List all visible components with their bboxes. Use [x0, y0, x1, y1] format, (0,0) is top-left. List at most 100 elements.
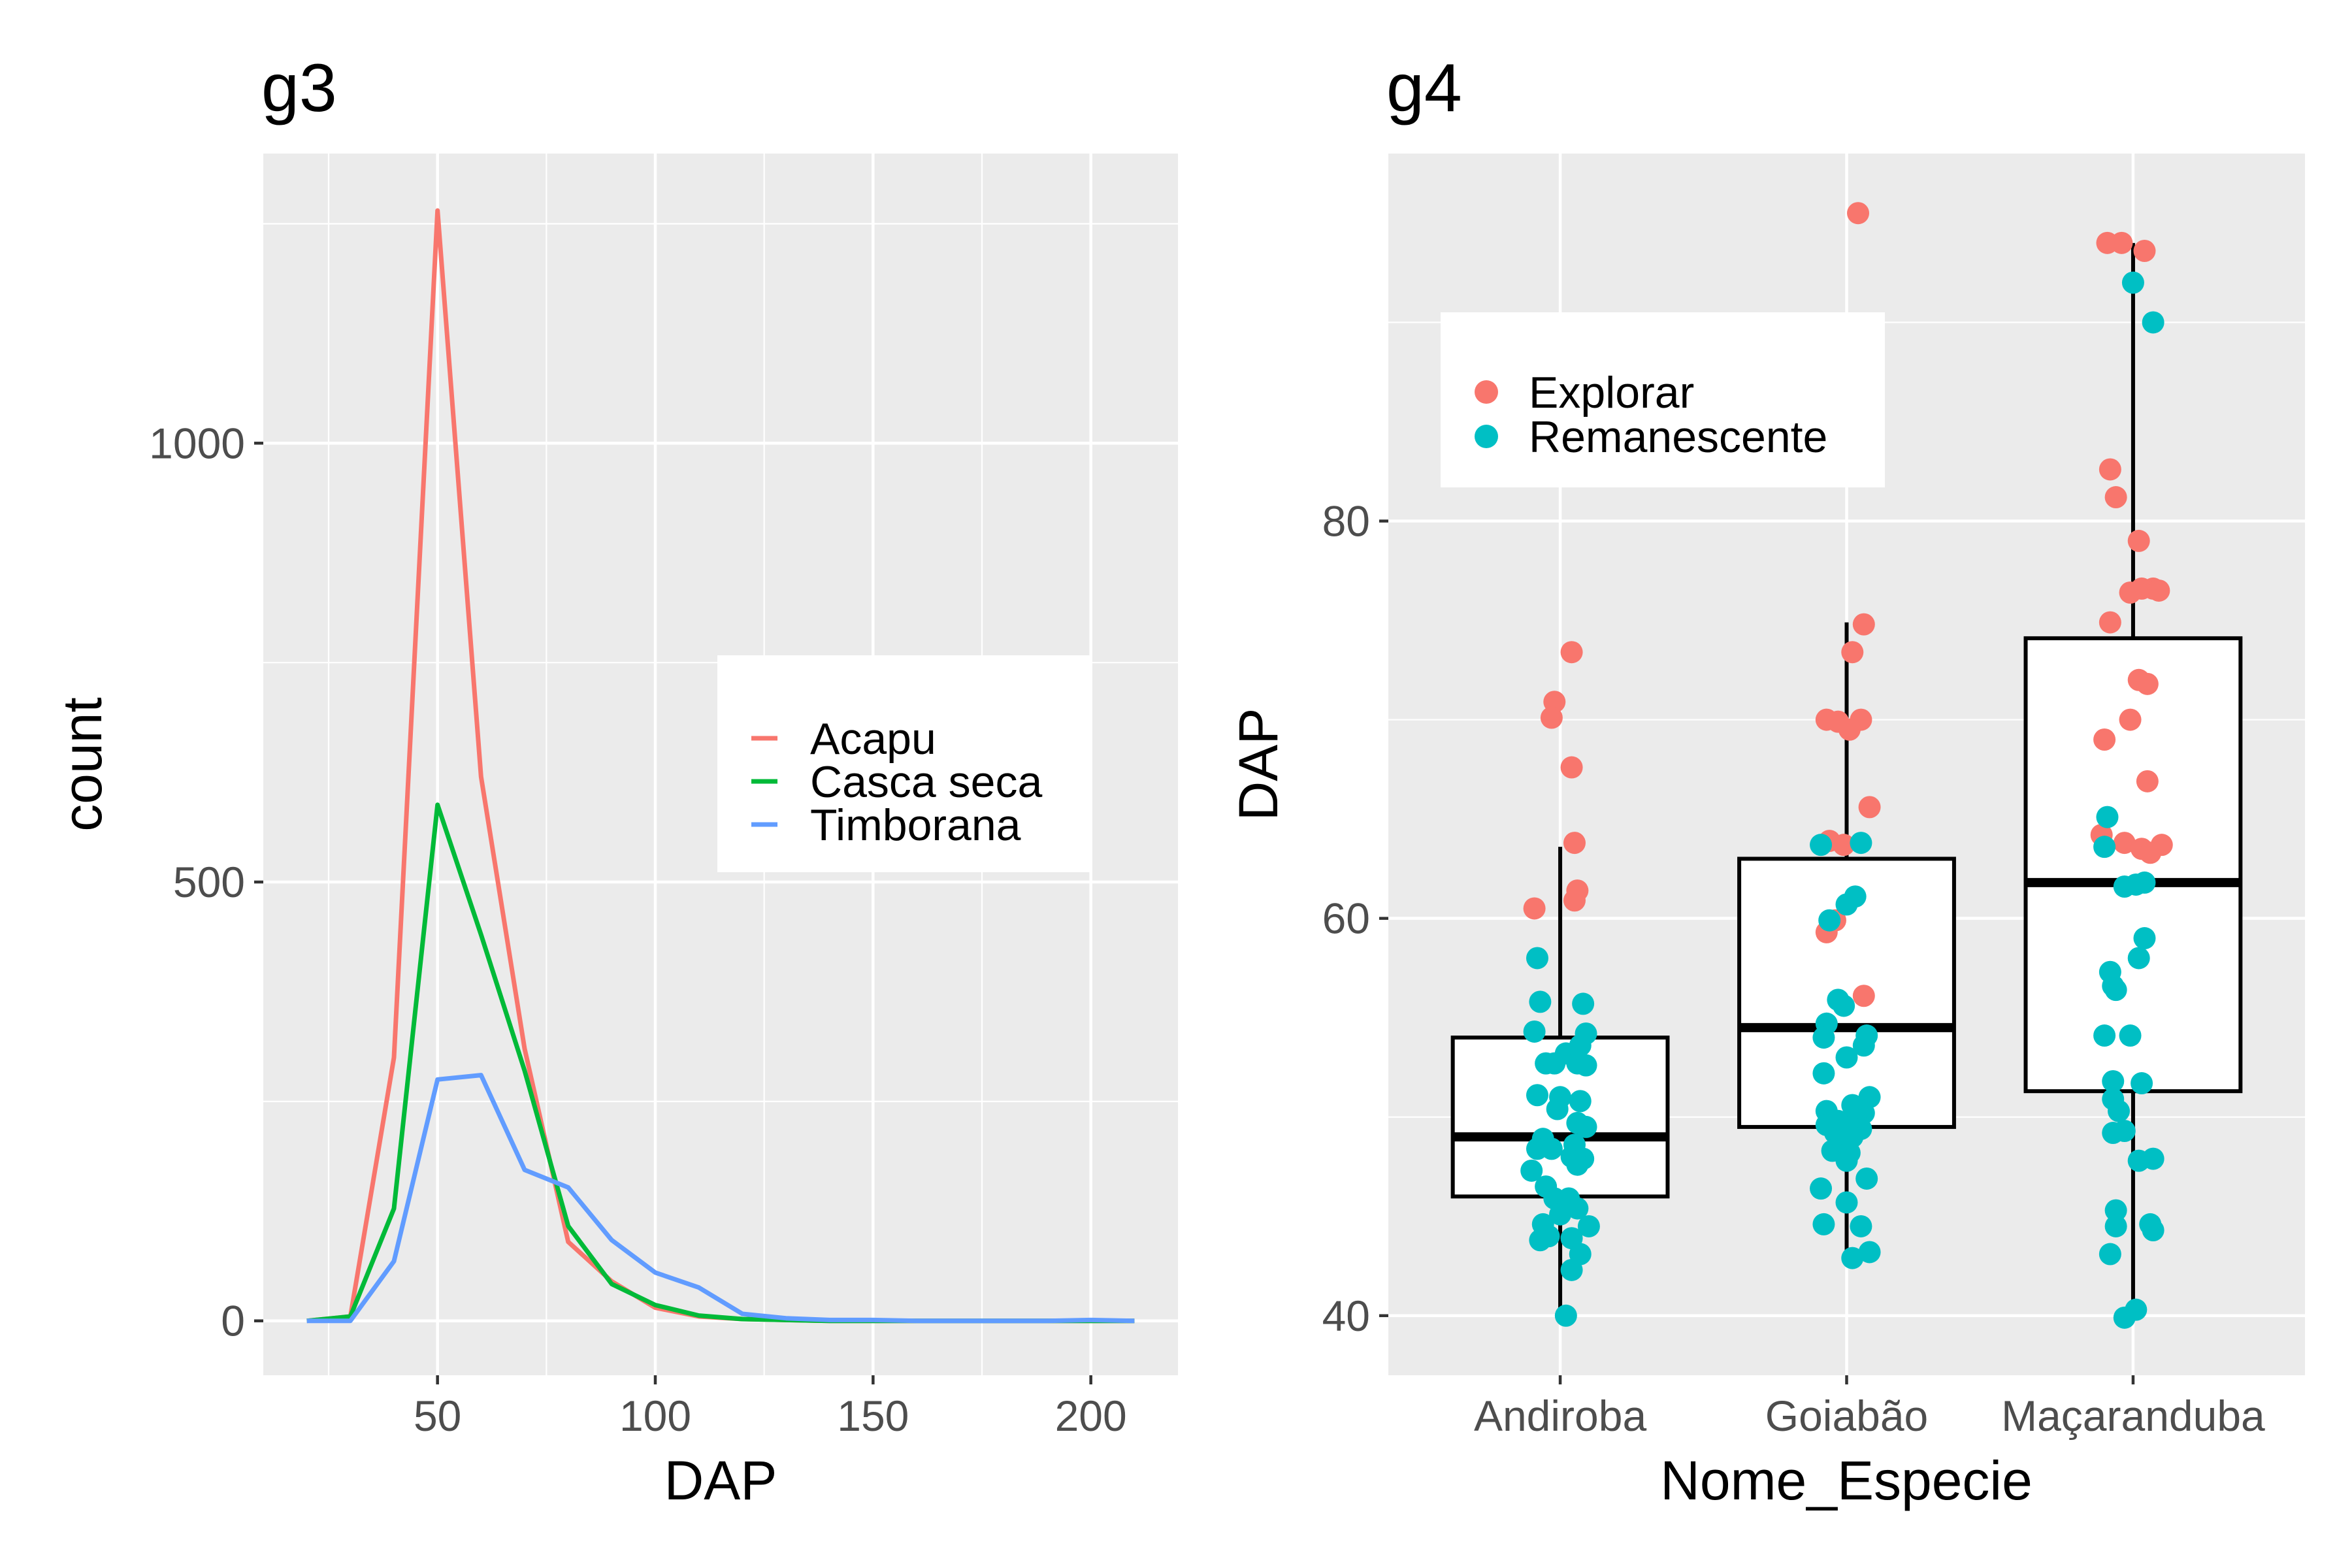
chart-g4-y-ticks: 40 60 80 [1322, 497, 1388, 1340]
point-remanescente [1572, 992, 1595, 1015]
point-remanescente [1835, 1046, 1858, 1069]
y-tick-label: 40 [1322, 1292, 1370, 1340]
point-remanescente [1529, 990, 1552, 1013]
point-remanescente [1520, 1159, 1543, 1182]
point-remanescente [2142, 1147, 2164, 1170]
point-remanescente [2131, 1072, 2153, 1095]
chart-g3: g3 0 500 1000 50 100 150 200 DAP count AcapuC… [52, 50, 1178, 1511]
point-remanescente [2127, 947, 2150, 970]
point-explorar [1560, 756, 1583, 779]
point-remanescente [1526, 1137, 1548, 1160]
y-tick-label: 0 [221, 1297, 245, 1345]
legend-label-acapu: Acapu [810, 714, 936, 764]
point-remanescente [2093, 1024, 2116, 1047]
point-explorar [2136, 770, 2159, 792]
chart-g4: g4 40 60 80 Andiroba Goiabão Maçaranduba Nom… [1228, 50, 2305, 1511]
point-explorar [2139, 841, 2162, 864]
y-tick-label: 1000 [149, 419, 245, 467]
point-remanescente [1543, 1052, 1566, 1075]
chart-g4-title: g4 [1386, 50, 1462, 126]
point-remanescente [1526, 947, 1548, 970]
point-remanescente [2133, 871, 2156, 894]
point-remanescente [2104, 979, 2127, 1002]
point-explorar [1852, 613, 1875, 636]
x-tick-label-macaranduba: Maçaranduba [2001, 1392, 2265, 1440]
point-remanescente [1835, 893, 1858, 916]
point-explorar [2133, 239, 2156, 262]
chart-g3-x-axis-title: DAP [664, 1450, 777, 1511]
chart-g4-points [1520, 202, 2173, 1329]
point-explorar [1540, 706, 1563, 729]
point-remanescente [1569, 1090, 1592, 1113]
chart-g4-y-axis-title: DAP [1228, 708, 1289, 821]
point-explorar [1523, 897, 1546, 920]
x-tick-label: 200 [1055, 1392, 1127, 1440]
point-explorar [1858, 796, 1881, 819]
point-remanescente [1575, 1115, 1597, 1138]
point-remanescente [1850, 832, 1872, 855]
chart-g3-legend-box [717, 655, 1090, 872]
point-explorar [2110, 231, 2133, 254]
y-tick-label: 500 [173, 858, 245, 906]
point-remanescente [1549, 1203, 1572, 1226]
point-explorar [1560, 641, 1583, 664]
chart-g4-x-axis-title: Nome_Especie [1660, 1450, 2033, 1511]
point-explorar [1838, 718, 1861, 741]
point-remanescente [1810, 1177, 1833, 1200]
point-remanescente [2093, 836, 2116, 858]
point-remanescente [2119, 1024, 2142, 1047]
point-explorar [2113, 832, 2136, 855]
point-remanescente [1566, 1197, 1589, 1220]
point-remanescente [1833, 994, 1855, 1017]
point-explorar [1833, 834, 1855, 857]
x-tick-label-andiroba: Andiroba [1474, 1392, 1646, 1440]
point-explorar [1563, 889, 1586, 912]
point-remanescente [1523, 1020, 1546, 1043]
point-remanescente [2102, 1070, 2125, 1092]
point-remanescente [2121, 271, 2144, 294]
point-remanescente [1812, 1213, 1835, 1235]
point-remanescente [1575, 1054, 1597, 1077]
point-explorar [2119, 581, 2142, 604]
x-tick-label: 50 [414, 1392, 461, 1440]
point-remanescente [2142, 1219, 2164, 1242]
point-remanescente [1546, 1098, 1569, 1120]
point-explorar [2099, 611, 2121, 634]
chart-g4-legend-box [1441, 312, 1885, 487]
legend-label-remanescente: Remanescente [1529, 412, 1827, 462]
point-explorar [2099, 458, 2121, 481]
x-tick-label: 100 [619, 1392, 691, 1440]
point-remanescente [1529, 1229, 1552, 1252]
point-remanescente [2102, 1122, 2125, 1145]
point-remanescente [1835, 1191, 1858, 1214]
point-remanescente [1810, 834, 1833, 857]
point-explorar [2127, 529, 2150, 552]
point-remanescente [1841, 1247, 1864, 1269]
point-remanescente [1835, 1149, 1858, 1172]
point-remanescente [2096, 806, 2119, 828]
point-explorar [1841, 641, 1864, 664]
point-explorar [2148, 579, 2170, 602]
chart-g3-series [306, 208, 1135, 1324]
point-remanescente [1850, 1215, 1872, 1237]
chart-g3-title: g3 [261, 50, 337, 126]
point-explorar [1852, 985, 1875, 1007]
point-explorar [2093, 728, 2116, 751]
x-tick-label-goiabao: Goiabão [1765, 1392, 1929, 1440]
point-remanescente [1852, 1034, 1875, 1057]
point-remanescente [1858, 1241, 1881, 1264]
point-remanescente [2113, 1306, 2136, 1329]
point-remanescente [2104, 1199, 2127, 1222]
legend-key-remanescente [1475, 425, 1498, 448]
point-remanescente [2099, 1243, 2121, 1266]
x-tick-label: 150 [837, 1392, 909, 1440]
series-line-timborana [306, 1073, 1135, 1324]
point-explorar [1847, 202, 1870, 225]
point-explorar [2119, 708, 2142, 731]
legend-label-timborana: Timborana [810, 800, 1021, 850]
